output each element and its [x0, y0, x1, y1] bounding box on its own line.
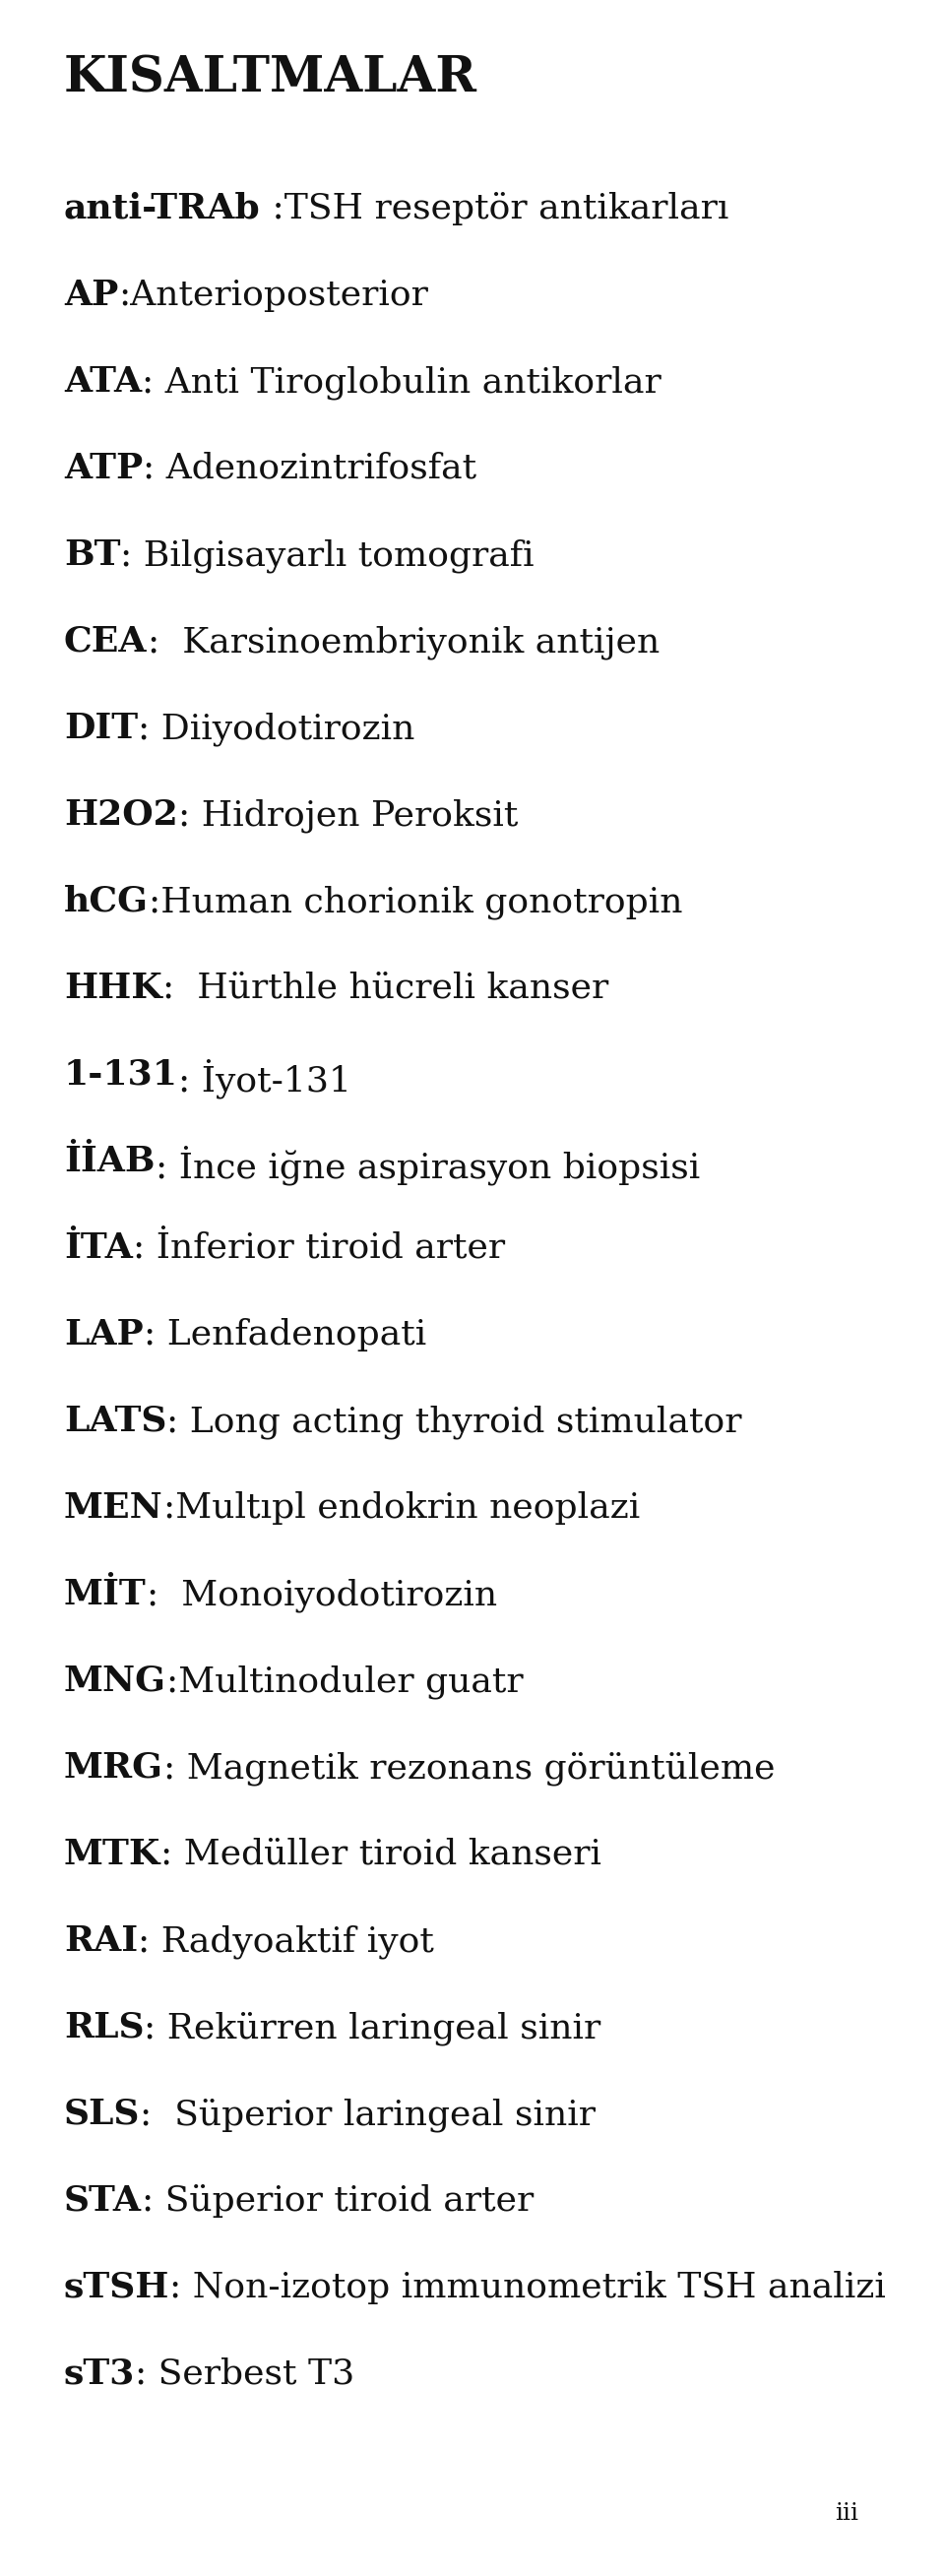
- Text: : Hidrojen Peroksit: : Hidrojen Peroksit: [178, 799, 518, 832]
- Text: AP: AP: [64, 278, 118, 312]
- Text: KISALTMALAR: KISALTMALAR: [64, 54, 477, 103]
- Text: :Anterioposterior: :Anterioposterior: [118, 278, 428, 312]
- Text: RAI: RAI: [64, 1924, 138, 1958]
- Text: : Rekürren laringeal sinir: : Rekürren laringeal sinir: [145, 2012, 601, 2045]
- Text: : İnferior tiroid arter: : İnferior tiroid arter: [132, 1231, 505, 1265]
- Text: : Diiyodotirozin: : Diiyodotirozin: [138, 711, 415, 744]
- Text: :  Monoiyodotirozin: : Monoiyodotirozin: [146, 1579, 497, 1613]
- Text: : Anti Tiroglobulin antikorlar: : Anti Tiroglobulin antikorlar: [142, 366, 661, 399]
- Text: RLS: RLS: [64, 2012, 145, 2045]
- Text: :  Süperior laringeal sinir: : Süperior laringeal sinir: [140, 2097, 596, 2130]
- Text: : Long acting thyroid stimulator: : Long acting thyroid stimulator: [166, 1404, 742, 1437]
- Text: BT: BT: [64, 538, 121, 572]
- Text: : Bilgisayarlı tomografi: : Bilgisayarlı tomografi: [121, 538, 535, 572]
- Text: DIT: DIT: [64, 711, 138, 744]
- Text: : Magnetik rezonans görüntüleme: : Magnetik rezonans görüntüleme: [163, 1752, 775, 1785]
- Text: anti-TRAb: anti-TRAb: [64, 193, 261, 227]
- Text: MEN: MEN: [64, 1492, 163, 1525]
- Text: : Medüller tiroid kanseri: : Medüller tiroid kanseri: [161, 1837, 602, 1870]
- Text: hCG: hCG: [64, 886, 148, 920]
- Text: STA: STA: [64, 2184, 142, 2218]
- Text: : İyot-131: : İyot-131: [179, 1059, 352, 1097]
- Text: : Adenozintrifosfat: : Adenozintrifosfat: [143, 451, 476, 484]
- Text: : İnce iğne aspirasyon biopsisi: : İnce iğne aspirasyon biopsisi: [155, 1144, 699, 1185]
- Text: iii: iii: [834, 2501, 858, 2524]
- Text: :TSH reseptör antikarları: :TSH reseptör antikarları: [261, 193, 729, 227]
- Text: CEA: CEA: [64, 626, 147, 659]
- Text: H2O2: H2O2: [64, 799, 178, 832]
- Text: MTK: MTK: [64, 1837, 161, 1870]
- Text: :Multinoduler guatr: :Multinoduler guatr: [166, 1664, 524, 1698]
- Text: 1-131: 1-131: [64, 1059, 179, 1092]
- Text: : Süperior tiroid arter: : Süperior tiroid arter: [142, 2184, 534, 2218]
- Text: :  Karsinoembriyonik antijen: : Karsinoembriyonik antijen: [147, 626, 660, 659]
- Text: : Serbest T3: : Serbest T3: [135, 2357, 355, 2391]
- Text: :Human chorionik gonotropin: :Human chorionik gonotropin: [148, 886, 682, 920]
- Text: MİT: MİT: [64, 1579, 146, 1613]
- Text: ATP: ATP: [64, 451, 143, 484]
- Text: : Non-izotop immunometrik TSH analizi: : Non-izotop immunometrik TSH analizi: [170, 2272, 886, 2306]
- Text: sTSH: sTSH: [64, 2272, 170, 2306]
- Text: İİAB: İİAB: [64, 1144, 155, 1177]
- Text: :  Hürthle hücreli kanser: : Hürthle hücreli kanser: [163, 971, 609, 1005]
- Text: ATA: ATA: [64, 366, 142, 399]
- Text: SLS: SLS: [64, 2097, 140, 2130]
- Text: LAP: LAP: [64, 1319, 144, 1352]
- Text: sT3: sT3: [64, 2357, 135, 2391]
- Text: LATS: LATS: [64, 1404, 166, 1437]
- Text: MNG: MNG: [64, 1664, 166, 1698]
- Text: İTA: İTA: [64, 1231, 132, 1265]
- Text: : Lenfadenopati: : Lenfadenopati: [144, 1319, 426, 1352]
- Text: HHK: HHK: [64, 971, 163, 1005]
- Text: :Multıpl endokrin neoplazi: :Multıpl endokrin neoplazi: [163, 1492, 640, 1525]
- Text: MRG: MRG: [64, 1752, 163, 1785]
- Text: : Radyoaktif iyot: : Radyoaktif iyot: [138, 1924, 434, 1958]
